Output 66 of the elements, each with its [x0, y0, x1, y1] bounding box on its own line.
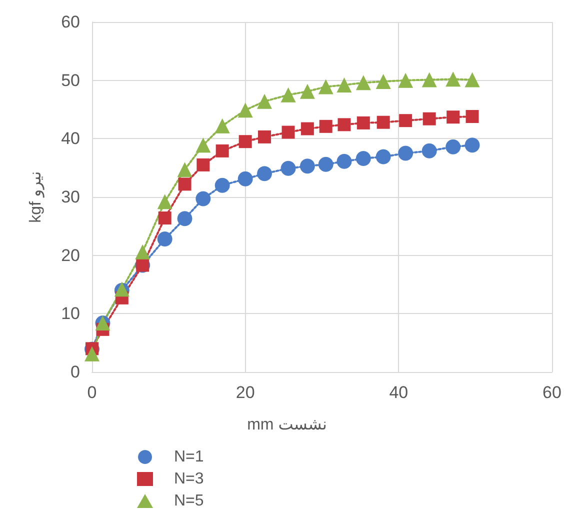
point [300, 84, 315, 99]
point [238, 135, 252, 148]
point [280, 87, 296, 102]
point [422, 72, 437, 88]
point [422, 143, 437, 158]
point [282, 126, 295, 139]
legend-label: N=5 [174, 492, 204, 510]
y-tick-label: 60 [61, 12, 80, 32]
y-tick-label: 40 [61, 129, 80, 148]
legend-label: N=3 [174, 470, 204, 488]
point [336, 78, 352, 92]
point [158, 212, 172, 224]
point [376, 74, 391, 89]
point [466, 110, 479, 123]
point [196, 191, 211, 206]
point [257, 166, 272, 182]
point [196, 158, 210, 172]
point [446, 139, 461, 154]
point [157, 194, 172, 210]
point [356, 151, 371, 166]
point [398, 146, 414, 161]
point [157, 232, 172, 246]
point [399, 114, 412, 128]
point [318, 156, 334, 172]
point [376, 149, 391, 164]
point [258, 130, 271, 144]
point [422, 112, 436, 126]
y-tick-label: 30 [61, 188, 80, 206]
legend-label: N=1 [174, 448, 204, 466]
point [464, 138, 480, 153]
point [398, 72, 414, 88]
point [196, 138, 211, 153]
point [464, 72, 480, 88]
point [280, 160, 296, 176]
point [446, 110, 460, 124]
x-axis-title: mm نشست [247, 416, 327, 434]
point [300, 158, 315, 174]
point [177, 211, 192, 226]
point [356, 75, 371, 90]
point [257, 94, 272, 109]
y-tick-label: 10 [61, 304, 80, 324]
point [356, 116, 370, 130]
y-tick-label: 20 [61, 246, 80, 265]
point [216, 144, 229, 158]
y-tick-label: 50 [61, 70, 80, 90]
point [238, 171, 253, 186]
y-axis-title: kgf نیرو [28, 171, 44, 223]
point [300, 122, 314, 136]
point [178, 178, 192, 191]
point [214, 118, 230, 134]
x-tick-label: 60 [542, 383, 562, 402]
point [84, 346, 100, 362]
point [376, 116, 390, 129]
point [446, 72, 461, 87]
point [319, 120, 332, 133]
x-tick-label: 40 [389, 383, 408, 402]
point [336, 154, 352, 169]
y-tick-label: 0 [70, 362, 80, 382]
x-tick-label: 0 [87, 383, 97, 402]
point [214, 178, 230, 193]
point [238, 102, 253, 118]
x-tick-label: 20 [236, 383, 255, 402]
point [177, 162, 192, 178]
point [318, 79, 334, 94]
point [338, 118, 351, 132]
point [135, 244, 150, 260]
